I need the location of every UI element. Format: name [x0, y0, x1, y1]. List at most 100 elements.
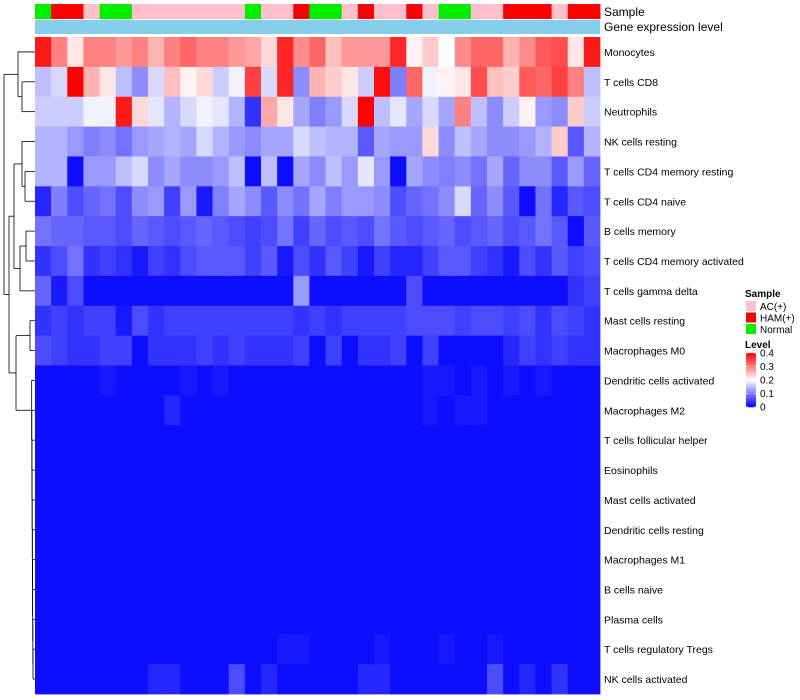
legend-gradient-band: [746, 393, 756, 396]
heatmap-cell: [390, 66, 407, 98]
legend-gradient-band: [746, 380, 756, 382]
heatmap-cell: [148, 305, 165, 337]
heatmap-cell: [567, 66, 585, 98]
sample-annotation-cell: [261, 4, 278, 19]
heatmap-cell: [51, 156, 68, 187]
heatmap-cell: [196, 216, 213, 247]
heatmap-cell: [180, 574, 197, 605]
heatmap-cell: [228, 246, 246, 277]
heatmap-cell: [83, 216, 100, 247]
heatmap-cell: [131, 664, 149, 695]
heatmap-cell: [583, 126, 601, 157]
heatmap-cell: [567, 604, 585, 635]
heatmap-cell: [567, 246, 585, 277]
heatmap-cell: [519, 156, 536, 187]
heatmap-cell: [438, 544, 456, 575]
heatmap-cell: [357, 216, 375, 247]
heatmap-cell: [551, 604, 569, 635]
heatmap-cell: [535, 604, 552, 635]
heatmap-cell: [422, 634, 439, 665]
heatmap-cell: [131, 484, 149, 516]
heatmap-cell: [422, 574, 439, 605]
heatmap-cell: [438, 335, 456, 366]
heatmap-cell: [551, 275, 569, 307]
heatmap-cell: [164, 126, 181, 157]
heatmap-cell: [115, 335, 133, 366]
heatmap-cell: [277, 156, 294, 187]
heatmap-cell: [51, 335, 68, 366]
legend-gradient-band: [746, 354, 756, 356]
heatmap-cell: [83, 96, 100, 127]
heatmap-cell: [51, 544, 68, 575]
legend-gradient-band: [746, 396, 756, 398]
heatmap-cell: [212, 186, 230, 217]
heatmap-cell: [67, 126, 84, 157]
heatmap-cell: [567, 574, 585, 605]
heatmap-cell: [503, 275, 520, 307]
heatmap-cell: [244, 37, 262, 68]
heatmap-cell: [261, 425, 278, 456]
heatmap-cell: [277, 604, 294, 635]
heatmap-cell: [470, 395, 488, 426]
heatmap-cell: [293, 544, 310, 575]
heatmap-cell: [67, 305, 84, 337]
heatmap-cell: [212, 544, 230, 575]
heatmap-cell: [196, 604, 213, 635]
heatmap-cell: [164, 156, 181, 187]
heatmap-cell: [406, 544, 423, 575]
heatmap-cell: [503, 37, 520, 68]
heatmap-cell: [212, 96, 230, 127]
heatmap-cell: [422, 96, 439, 127]
heatmap-cell: [35, 574, 52, 605]
heatmap-cell: [341, 335, 359, 366]
heatmap-cell: [567, 544, 585, 575]
heatmap-cell: [374, 66, 391, 98]
heatmap-cell: [196, 574, 213, 605]
heatmap-cell: [406, 514, 423, 546]
heatmap-cell: [470, 634, 488, 665]
heatmap-cell: [454, 126, 472, 157]
sample-annotation-cell: [196, 4, 214, 19]
legend-gradient-band: [746, 361, 756, 363]
heatmap-cell: [357, 275, 375, 307]
heatmap-cell: [148, 66, 165, 98]
heatmap-cell: [115, 425, 133, 456]
heatmap-cell: [487, 216, 504, 247]
heatmap-cell: [583, 634, 601, 665]
heatmap-cell: [196, 634, 213, 665]
heatmap-cell: [244, 66, 262, 98]
heatmap-cell: [261, 484, 278, 516]
heatmap-cell: [51, 216, 68, 247]
heatmap-cell: [164, 96, 181, 127]
heatmap-cell: [67, 186, 84, 217]
heatmap-cell: [115, 574, 133, 605]
heatmap-cell: [196, 484, 213, 516]
heatmap-cell: [309, 96, 326, 127]
legend-gradient-band: [746, 390, 756, 393]
heatmap-cell: [35, 246, 52, 277]
heatmap-cell: [535, 216, 552, 247]
heatmap-cell: [228, 544, 246, 575]
heatmap-cell: [293, 246, 310, 277]
heatmap-cell: [422, 604, 439, 635]
heatmap-cell: [519, 544, 536, 575]
heatmap-cell: [325, 126, 343, 157]
heatmap-cell: [277, 66, 294, 98]
heatmap-cell: [567, 335, 585, 366]
heatmap-cell: [148, 604, 165, 635]
heatmap-cell: [551, 335, 569, 366]
heatmap-cell: [583, 66, 601, 98]
heatmap-cell: [212, 514, 230, 546]
heatmap-cell: [341, 544, 359, 575]
heatmap-cell: [196, 544, 213, 575]
row-label: T cells CD8: [604, 77, 658, 89]
heatmap-cell: [244, 335, 262, 366]
heatmap-cell: [357, 365, 375, 396]
heatmap-cell: [293, 96, 310, 127]
heatmap-cell: [164, 634, 181, 665]
heatmap-cell: [487, 305, 504, 337]
heatmap-cell: [67, 395, 84, 426]
heatmap-cell: [35, 544, 52, 575]
heatmap-cell: [51, 246, 68, 277]
heatmap-cell: [503, 66, 520, 98]
